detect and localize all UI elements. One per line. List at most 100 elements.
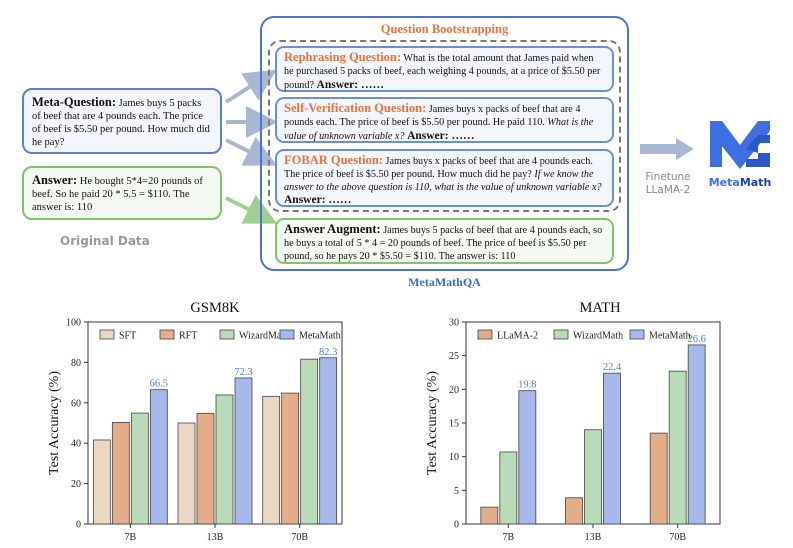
finetune-label: Finetune LLaMA-2 xyxy=(622,171,714,197)
math-legend-label: WizardMath xyxy=(573,331,623,342)
original-answer-box: Answer: He bought 5*4=20 pounds of beef.… xyxy=(22,166,222,220)
gsm8k-ytick-label: 80 xyxy=(71,358,81,369)
math-bar-metamath-7b xyxy=(518,390,537,525)
logo-meta: Meta xyxy=(708,176,740,189)
gsm8k-ylabel: Test Accuracy (%) xyxy=(47,371,62,475)
answer-augment-text: James buys 5 packs of beef that are 4 po… xyxy=(284,225,603,262)
self-verification-text: James buys x packs of beef that are 4 po… xyxy=(284,104,581,128)
input-arrows xyxy=(224,69,278,224)
math-ytick-label: 25 xyxy=(449,351,459,362)
gsm8k-bar-metamath-70b xyxy=(319,357,338,525)
gsm8k-ytick-label: 100 xyxy=(66,318,81,329)
math-chart-title: MATH xyxy=(579,300,621,316)
diagram: Meta-Question: James buys 5 packs of bee… xyxy=(22,16,780,289)
finetune-line1: Finetune xyxy=(645,171,691,183)
math-bar-llama-2-7b xyxy=(480,506,499,525)
metamath-logo-icon xyxy=(710,121,770,169)
meta-question-text: James buys 5 packs of beef that are 4 po… xyxy=(32,98,210,148)
gsm8k-ytick-label: 60 xyxy=(71,398,81,409)
finetune-arrow xyxy=(640,138,694,160)
math-ytick-label: 30 xyxy=(449,318,459,329)
gsm8k-legend-swatch xyxy=(219,329,235,340)
math-ytick-label: 5 xyxy=(454,486,459,497)
finetune-arrow-shape xyxy=(640,138,694,160)
math-data-label: 22.4 xyxy=(603,362,622,373)
math-bar-wizardmath-70b xyxy=(668,370,687,525)
gsm8k-bar-wizardmath-13b xyxy=(215,394,234,525)
math-xtick-label: 13B xyxy=(585,532,602,543)
gsm8k-legend-swatch xyxy=(99,329,115,340)
arrow-to-answer-augment xyxy=(225,194,278,224)
panel-caption: MetaMathQA xyxy=(408,275,481,289)
answer-augment-box: Answer Augment: James buys 5 packs of be… xyxy=(275,218,614,264)
gsm8k-data-label: 72.3 xyxy=(234,367,252,378)
gsm8k-bar-sft-70b xyxy=(262,395,281,525)
gsm8k-legend-label: RFT xyxy=(179,331,197,342)
gsm8k-ytick-label: 40 xyxy=(71,439,81,450)
logo-math: Math xyxy=(739,176,772,189)
gsm8k-legend-label: WizardMath xyxy=(239,331,289,342)
fobar-label: FOBAR Question: xyxy=(284,153,383,167)
math-legend-swatch xyxy=(629,329,645,340)
gsm8k-bar-rft-7b xyxy=(111,421,130,525)
math-bar-wizardmath-7b xyxy=(499,451,518,525)
math-bar-metamath-13b xyxy=(603,372,621,525)
original-answer-text: He bought 5*4=20 pounds of beef. So he p… xyxy=(32,176,203,213)
math-bar-llama-2-70b xyxy=(649,432,668,525)
gsm8k-bar-sft-7b xyxy=(92,439,111,525)
gsm8k-xtick-label: 70B xyxy=(291,532,308,543)
gsm8k-bar-rft-70b xyxy=(281,392,300,525)
math-ytick-label: 20 xyxy=(449,385,459,396)
self-verification-label: Self-Verification Question: xyxy=(284,101,427,115)
gsm8k-data-label: 66.5 xyxy=(150,379,168,390)
math-ytick-label: 15 xyxy=(449,419,459,430)
arrow-to-fobar xyxy=(225,136,278,166)
math-chart: 0 5 10 15 20 25 30 Test Accuracy (%) 19.8 7B 22.4 1… xyxy=(425,318,721,543)
rephrasing-text: What is the total amount that James paid… xyxy=(284,53,601,91)
fobar-answer: Answer: …… xyxy=(284,194,352,207)
rephrasing-label: Rephrasing Question: xyxy=(284,50,402,64)
gsm8k-chart-title: GSM8K xyxy=(190,300,240,316)
math-legend-label: MetaMath xyxy=(649,331,691,342)
math-legend-swatch xyxy=(553,329,569,340)
gsm8k-xtick-label: 7B xyxy=(124,532,136,543)
meta-question-box: Meta-Question: James buys 5 packs of bee… xyxy=(22,88,222,154)
math-data-label: 19.8 xyxy=(518,380,536,391)
math-ytick-label: 10 xyxy=(449,452,459,463)
fobar-text: James buys x packs of beef that are 4 po… xyxy=(284,156,593,180)
original-data-label: Original Data xyxy=(60,234,150,248)
math-ylabel: Test Accuracy (%) xyxy=(425,371,440,475)
gsm8k-bar-wizardmath-7b xyxy=(130,412,149,525)
gsm8k-ytick-label: 20 xyxy=(71,479,81,490)
gsm8k-chart: 0 20 40 60 80 100 Test Accuracy (%) 66.5 7B 72.3 1… xyxy=(47,318,343,543)
gsm8k-legend-label: SFT xyxy=(119,331,136,342)
gsm8k-legend-label: MetaMath xyxy=(299,331,341,342)
bootstrapping-group xyxy=(268,40,621,212)
metamathqa-panel xyxy=(260,16,629,271)
math-data-label: 26.6 xyxy=(687,334,705,345)
self-verification-question-box: Self-Verification Question: James buys x… xyxy=(275,97,614,143)
math-legend-swatch xyxy=(477,329,493,340)
math-xtick-label: 7B xyxy=(502,532,514,543)
arrow-to-rephrasing xyxy=(224,69,277,104)
gsm8k-data-label: 82.3 xyxy=(319,347,337,358)
fobar-italic: If we know the answer to the above quest… xyxy=(284,168,602,193)
gsm8k-bar-sft-13b xyxy=(177,422,196,525)
math-bar-metamath-70b xyxy=(687,344,706,525)
finetune-line2: LLaMA-2 xyxy=(645,184,691,196)
gsm8k-bar-wizardmath-70b xyxy=(300,358,319,525)
rephrasing-question-box: Rephrasing Question: What is the total a… xyxy=(275,46,614,92)
gsm8k-legend-swatch xyxy=(279,329,295,340)
gsm8k-ytick-label: 0 xyxy=(76,520,81,531)
gsm8k-xtick-label: 13B xyxy=(207,532,224,543)
answer-augment-label: Answer Augment: xyxy=(284,222,381,236)
gsm8k-bar-rft-13b xyxy=(196,412,215,525)
math-bar-wizardmath-13b xyxy=(584,429,602,525)
meta-question-label: Meta-Question: xyxy=(32,95,117,109)
self-verification-italic: What is the value of unknown variable x? xyxy=(284,116,594,142)
math-xtick-label: 70B xyxy=(669,532,686,543)
self-verification-answer: Answer: …… xyxy=(407,129,475,142)
rephrasing-answer: Answer: …… xyxy=(316,78,384,91)
fobar-question-box: FOBAR Question: James buys x packs of be… xyxy=(275,149,614,207)
metamath-logo-text: MetaMath xyxy=(700,176,780,189)
